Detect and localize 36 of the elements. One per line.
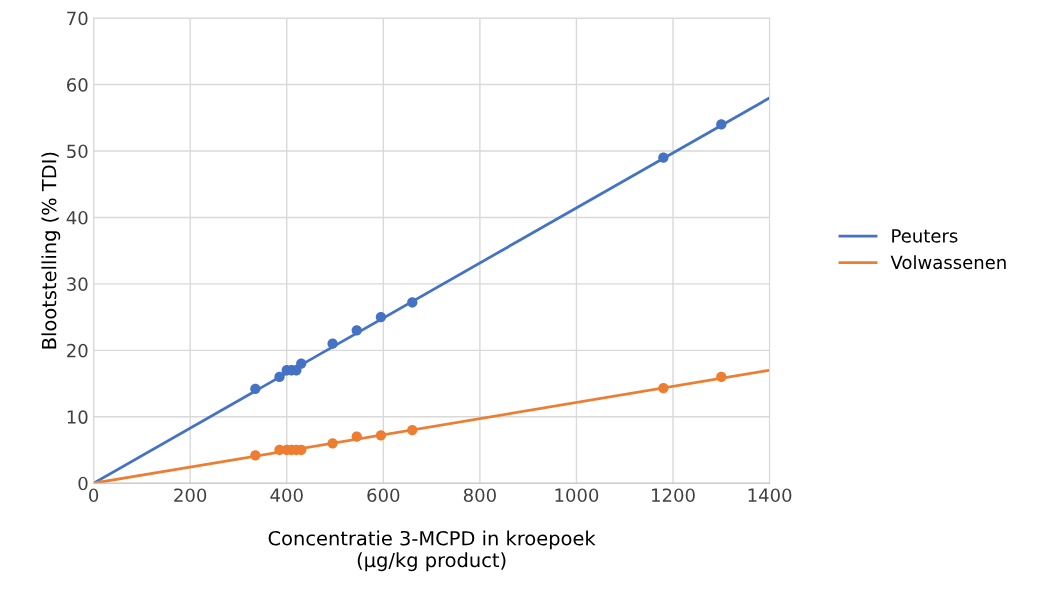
x-tick-label: 1400 <box>748 488 792 503</box>
y-tick-label: 30 <box>67 277 88 291</box>
y-tick-label: 70 <box>67 11 88 26</box>
y-tick-label: 0 <box>78 476 88 491</box>
point <box>250 383 261 395</box>
point <box>407 297 418 308</box>
point <box>250 450 261 461</box>
x-tick-label: 1200 <box>652 488 695 503</box>
legend-label: Volwassenen <box>890 255 1006 270</box>
x-tick-label: 0 <box>89 488 99 503</box>
x-tick-label: 600 <box>367 488 400 503</box>
y-axis-title: Blootstelling (% TDI) <box>41 152 61 349</box>
point <box>375 430 387 441</box>
point <box>716 371 727 383</box>
y-tick-label: 50 <box>67 144 88 159</box>
x-axis-title: Concentratie 3-MCPD in kroepoek (µg/kg product) <box>268 530 596 572</box>
point <box>327 338 338 349</box>
point <box>327 438 338 449</box>
point <box>658 383 669 394</box>
point <box>375 311 387 323</box>
legend-label: Peuters <box>892 229 958 243</box>
point <box>658 152 669 163</box>
x-tick-label: 1000 <box>555 488 599 503</box>
point <box>296 358 307 369</box>
point <box>351 431 362 442</box>
point <box>274 371 285 383</box>
point <box>351 325 362 336</box>
x-tick-label: 200 <box>174 488 207 503</box>
point <box>407 424 418 436</box>
point <box>716 119 727 130</box>
x-tick-label: 800 <box>463 488 496 503</box>
y-tick-label: 20 <box>67 343 88 358</box>
y-tick-label: 60 <box>67 78 88 92</box>
x-tick-label: 400 <box>270 488 303 503</box>
y-tick-label: 40 <box>66 210 88 225</box>
y-tick-label: 10 <box>67 410 88 424</box>
